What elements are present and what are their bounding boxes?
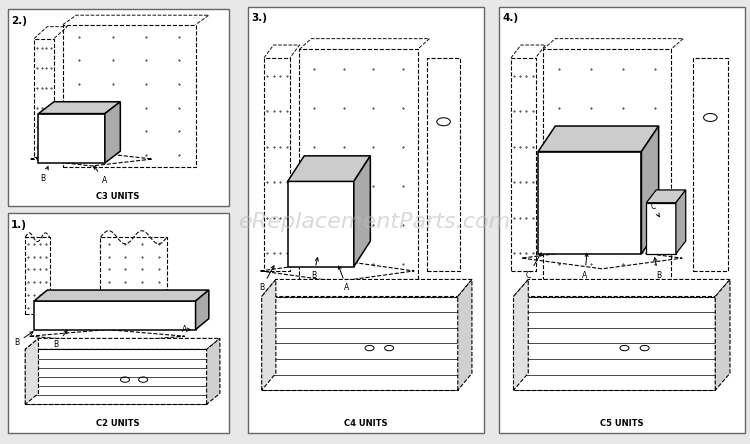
- Text: C: C: [651, 202, 659, 217]
- Polygon shape: [538, 151, 641, 254]
- Polygon shape: [206, 338, 220, 404]
- Text: A: A: [182, 325, 190, 334]
- FancyBboxPatch shape: [248, 7, 484, 433]
- Text: B: B: [311, 258, 318, 280]
- Text: B: B: [259, 266, 274, 293]
- Text: B: B: [13, 332, 33, 347]
- Polygon shape: [716, 279, 730, 390]
- FancyBboxPatch shape: [8, 213, 229, 433]
- Polygon shape: [105, 102, 120, 163]
- Text: 3.): 3.): [251, 13, 267, 24]
- FancyBboxPatch shape: [499, 7, 745, 433]
- Polygon shape: [26, 338, 38, 404]
- Text: C2 UNITS: C2 UNITS: [96, 419, 140, 428]
- Polygon shape: [34, 290, 209, 301]
- Polygon shape: [641, 126, 658, 254]
- Text: C4 UNITS: C4 UNITS: [344, 419, 388, 428]
- Text: 4.): 4.): [503, 13, 519, 24]
- Text: 2.): 2.): [11, 16, 27, 26]
- Polygon shape: [196, 290, 208, 329]
- Polygon shape: [26, 338, 220, 349]
- Text: B: B: [654, 258, 662, 280]
- Text: A: A: [582, 254, 588, 280]
- FancyBboxPatch shape: [8, 9, 229, 206]
- Polygon shape: [514, 279, 730, 297]
- Polygon shape: [38, 102, 120, 114]
- Polygon shape: [458, 279, 472, 390]
- Text: C: C: [526, 253, 541, 280]
- Text: C5 UNITS: C5 UNITS: [600, 419, 644, 428]
- Polygon shape: [262, 279, 472, 297]
- Polygon shape: [646, 190, 686, 203]
- Polygon shape: [538, 126, 658, 151]
- Text: eReplacementParts.com: eReplacementParts.com: [238, 212, 512, 232]
- Polygon shape: [646, 203, 676, 254]
- Polygon shape: [262, 279, 276, 390]
- Text: A: A: [94, 166, 107, 185]
- Polygon shape: [34, 301, 196, 329]
- Text: B: B: [53, 330, 67, 349]
- Polygon shape: [38, 114, 105, 163]
- Polygon shape: [354, 156, 370, 267]
- Text: C3 UNITS: C3 UNITS: [97, 192, 140, 201]
- Polygon shape: [288, 156, 370, 182]
- Polygon shape: [514, 279, 528, 390]
- Text: B: B: [40, 166, 48, 183]
- Polygon shape: [288, 182, 354, 267]
- Text: A: A: [338, 266, 350, 293]
- Polygon shape: [676, 190, 686, 254]
- Text: 1.): 1.): [11, 220, 27, 230]
